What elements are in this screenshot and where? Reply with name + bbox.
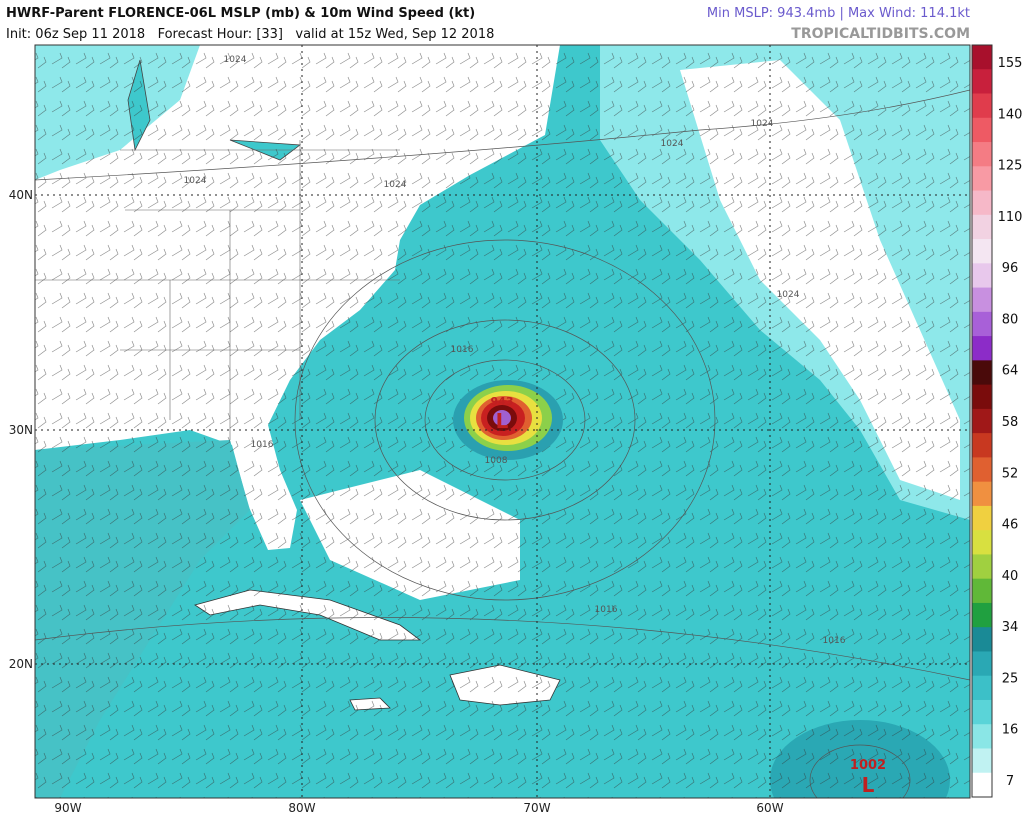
colorbar-step [972, 214, 992, 240]
contour-label: 1016 [451, 345, 474, 355]
colorbar-label: 96 [1002, 261, 1019, 276]
colorbar-step [972, 287, 992, 313]
colorbar-label: 34 [1002, 620, 1019, 635]
colorbar-step [972, 239, 992, 264]
lon-label: 60W [756, 801, 783, 815]
colorbar-label: 140 [998, 107, 1023, 122]
title: HWRF-Parent FLORENCE-06L MSLP (mb) & 10m… [6, 6, 475, 21]
colorbar-step [972, 505, 992, 531]
colorbar-step [972, 554, 992, 580]
colorbar-label: 64 [1002, 364, 1019, 379]
contour-label: 1024 [751, 119, 774, 129]
colorbar-step [972, 481, 992, 507]
contour-label: 1016 [251, 440, 274, 450]
lat-label: 30N [9, 423, 33, 437]
low-symbol: L [862, 773, 875, 797]
colorbar-step [972, 675, 992, 701]
lat-label: 40N [9, 188, 33, 202]
contour-label: 1024 [661, 139, 684, 149]
contour-label: 1024 [777, 290, 800, 300]
colorbar-step [972, 384, 992, 410]
colorbar-step [972, 45, 992, 70]
low-symbol: L [496, 409, 509, 433]
colorbar-label: 125 [998, 159, 1023, 174]
colorbar-step [972, 457, 992, 483]
colorbar-step [972, 142, 992, 167]
colorbar-step [972, 699, 992, 725]
colorbar-label: 155 [998, 56, 1023, 71]
colorbar-label: 52 [1002, 466, 1019, 481]
lat-label: 20N [9, 657, 33, 671]
subtitle: Init: 06z Sep 11 2018 Forecast Hour: [33… [6, 27, 494, 42]
isobars [35, 89, 970, 798]
map-frame [34, 44, 971, 799]
contour-label: 1024 [384, 180, 407, 190]
colorbar-label: 80 [1002, 312, 1019, 327]
colorbar-step [972, 360, 992, 386]
colorbar-label: 40 [1002, 569, 1019, 584]
lon-label: 90W [54, 801, 81, 815]
colorbar-label: 110 [998, 210, 1023, 225]
contour-label: 1008 [485, 456, 508, 466]
colorbar-step [972, 263, 992, 289]
contour-label: 1016 [595, 605, 618, 615]
colorbar-step [972, 433, 992, 458]
colorbar-step [972, 578, 992, 604]
colorbar-frame [971, 44, 993, 798]
colorbar-label: 58 [1002, 415, 1019, 430]
colorbar-label: 16 [1002, 723, 1019, 738]
colorbar-step [972, 602, 992, 628]
colorbar-step [972, 336, 992, 361]
colorbar-step [972, 69, 992, 95]
colorbar-label: 46 [1002, 518, 1019, 533]
lon-label: 70W [523, 801, 550, 815]
stats: Min MSLP: 943.4mb | Max Wind: 114.1kt [707, 6, 970, 21]
colorbar-step [972, 311, 992, 337]
low-pressure: 1002 [850, 758, 886, 773]
source: TROPICALTIDBITS.COM [791, 26, 970, 42]
colorbar-step [972, 530, 992, 555]
colorbar-step [972, 408, 992, 434]
lon-label: 80W [288, 801, 315, 815]
colorbar-step [972, 117, 992, 143]
colorbar-step [972, 93, 992, 119]
colorbar-step [972, 627, 992, 652]
map: 1024 1024 1024 1024 1024 1024 1016 1016 1008 1016… [35, 45, 970, 798]
colorbar-step [972, 166, 992, 192]
colorbar-step [972, 190, 992, 216]
colorbar-step [972, 772, 992, 798]
colorbar-label: 25 [1002, 671, 1019, 686]
colorbar-step [972, 748, 992, 774]
contour-label: 1024 [184, 176, 207, 186]
colorbar-step [972, 651, 992, 677]
contour-label: 1016 [823, 636, 846, 646]
contour-label: 1024 [224, 55, 247, 65]
low-pressure: 943 [491, 395, 514, 408]
colorbar-step [972, 724, 992, 749]
hurricane [453, 380, 563, 460]
colorbar-label: 7 [1006, 774, 1014, 789]
